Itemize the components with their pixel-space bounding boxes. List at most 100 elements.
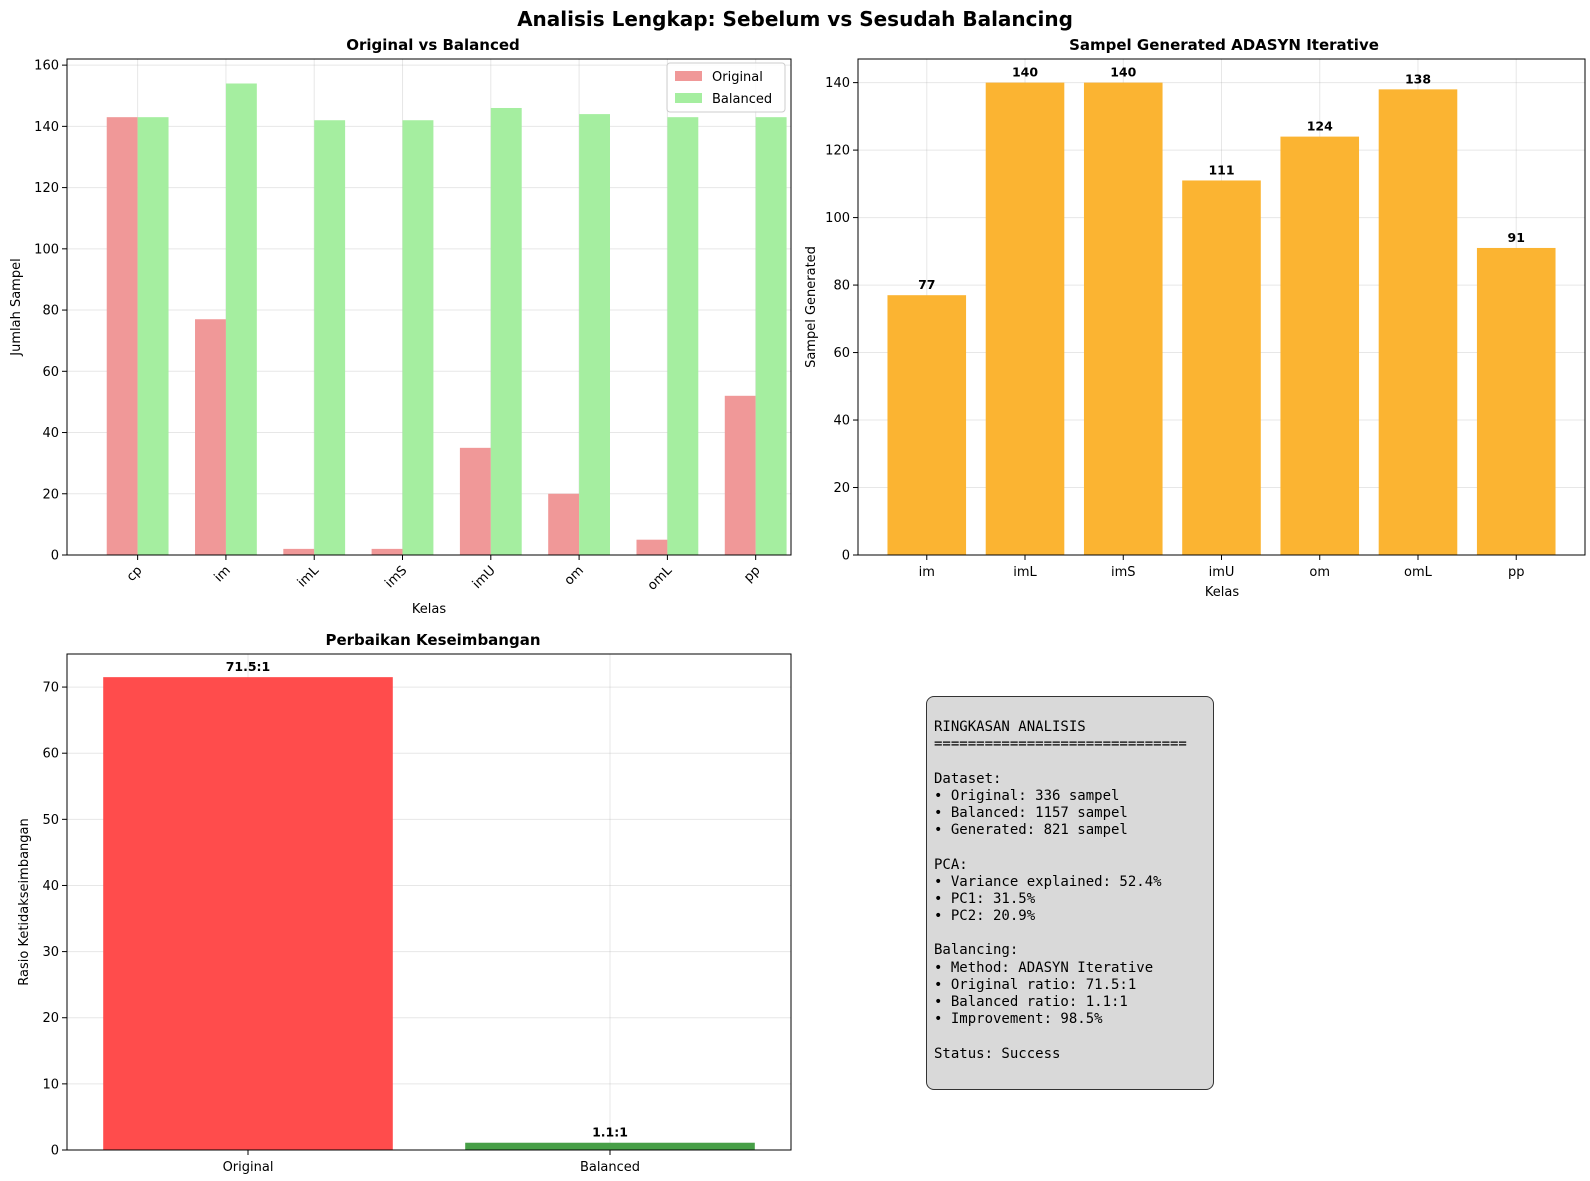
x-tick-label: pp [741,563,763,585]
summary-line: ============================== [934,736,1187,753]
summary-line [934,925,1213,942]
summary-line: • Balanced ratio: 1.1:1 [934,994,1128,1010]
bar-Balanced [465,1142,755,1150]
y-tick-label: 40 [42,426,59,441]
y-tick-label: 120 [825,144,850,159]
summary-line: • Method: ADASYN Iterative [934,959,1154,976]
y-tick-label: 140 [34,120,59,135]
x-tick-label: imU [1209,565,1235,580]
legend-swatch-balanced [675,93,702,103]
bar-Original [103,677,393,1150]
bar-balanced-im [225,83,257,555]
bar-balanced-cp [137,117,169,555]
x-tick-label: imL [295,563,323,591]
y-tick-label: 60 [42,747,59,762]
summary-line: Status: Success [934,1045,1061,1062]
chart1-plot-area [66,58,792,556]
bar-om [1280,136,1360,555]
y-tick-label: 60 [42,365,59,380]
chart-perbaikan-keseimbangan: Perbaikan Keseimbangan 0 10 20 30 40 50 60 70 Or… [17,631,792,1175]
y-tick-label: 20 [42,1011,59,1026]
bar-original-imS [371,548,403,555]
x-tick-label: im [212,563,234,585]
data-label: 71.5:1 [226,659,271,674]
y-tick-label: 80 [42,304,59,319]
x-tick-label: imS [382,563,410,591]
summary-line: RINGKASAN ANALISIS [934,719,1086,735]
summary-panel: RINGKASAN ANALISIS =====================… [926,696,1214,1090]
y-tick-label: 120 [34,181,59,196]
data-label: 124 [1307,119,1333,134]
legend-swatch-original [675,71,702,81]
chart2-x-axis-label: Kelas [1205,585,1239,600]
y-tick-label: 20 [833,481,850,496]
summary-line: • PC2: 20.9% [934,908,1036,925]
bar-balanced-omL [667,117,699,555]
y-tick-label: 20 [42,487,59,502]
bar-balanced-imS [402,120,434,556]
chart3-title: Perbaikan Keseimbangan [325,631,540,649]
y-tick-label: 80 [833,279,850,294]
y-tick-label: 0 [842,549,850,564]
legend-label-original: Original [712,70,763,85]
bar-im [887,295,967,555]
bar-imL [985,82,1065,555]
x-tick-label: imS [1111,565,1136,580]
x-tick-label: cp [124,563,146,585]
summary-line: • PC1: 31.5% [934,890,1036,907]
x-tick-label: om [1309,565,1330,580]
summary-line [934,753,1213,770]
summary-line: • Variance explained: 52.4% [934,873,1162,890]
bar-imU [1182,180,1261,555]
figure-title: Analisis Lengkap: Sebelum vs Sesudah Bal… [517,7,1073,31]
summary-line [934,839,1213,856]
y-tick-label: 40 [833,414,850,429]
chart2-title: Sampel Generated ADASYN Iterative [1069,36,1379,54]
y-tick-label: 0 [51,549,59,564]
data-label: 140 [1012,65,1038,80]
chart1-x-axis-label: Kelas [412,602,446,617]
summary-line: Dataset: [934,770,1002,787]
y-tick-label: 100 [825,211,850,226]
bar-original-imU [459,447,491,555]
data-label: 140 [1110,65,1136,80]
bar-original-cp [106,117,138,555]
bar-balanced-imU [490,107,522,555]
summary-line: • Original: 336 sampel [934,787,1120,804]
bar-original-omL [636,539,668,555]
y-tick-label: 100 [34,242,59,257]
summary-line: • Generated: 821 sampel [934,822,1128,839]
summary-line: • Balanced: 1157 sampel [934,804,1128,821]
chart2-y-axis-label: Sampel Generated [804,246,819,368]
bar-omL [1378,89,1458,556]
bar-original-im [195,319,226,555]
summary-line: • Improvement: 98.5% [934,1011,1103,1028]
y-tick-label: 140 [825,76,850,91]
y-tick-label: 50 [42,813,59,828]
bar-balanced-om [579,114,610,555]
data-label: 138 [1405,71,1431,86]
y-tick-label: 60 [833,346,850,361]
data-label: 77 [918,277,935,292]
bar-balanced-imL [314,120,346,556]
summary-line: Balancing: [934,942,1019,959]
x-tick-label: im [919,565,935,580]
bar-original-pp [724,395,756,555]
data-label: 111 [1208,162,1234,177]
y-tick-label: 160 [34,59,59,74]
chart3-y-axis-label: Rasio Ketidakseimbangan [17,818,32,985]
chart1-title: Original vs Balanced [346,36,520,54]
summary-line: • Original ratio: 71.5:1 [934,976,1137,993]
legend-label-balanced: Balanced [712,92,772,107]
bar-balanced-pp [755,117,787,555]
data-label: 91 [1508,230,1525,245]
bar-original-imL [283,548,315,555]
bar-pp [1476,247,1556,555]
data-label: 1.1:1 [592,1125,628,1140]
chart-sampel-generated: Sampel Generated ADASYN Iterative 0 20 40 6… [804,36,1586,600]
x-tick-label: Balanced [580,1160,640,1175]
chart-original-vs-balanced: Original vs Balanced 0 20 40 60 80 100 120 140 1… [9,36,792,617]
summary-line [934,1028,1213,1045]
x-tick-label: pp [1508,565,1525,580]
